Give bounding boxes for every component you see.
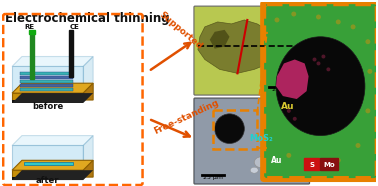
Polygon shape — [12, 136, 93, 145]
Text: 200 μm: 200 μm — [272, 87, 296, 92]
Text: Au: Au — [281, 102, 294, 111]
Text: Free-standing: Free-standing — [152, 98, 220, 136]
Polygon shape — [24, 162, 73, 165]
Polygon shape — [12, 57, 93, 66]
Ellipse shape — [215, 114, 244, 144]
FancyBboxPatch shape — [195, 99, 308, 183]
Polygon shape — [12, 66, 83, 93]
Ellipse shape — [274, 17, 279, 23]
Polygon shape — [83, 160, 93, 177]
Ellipse shape — [313, 57, 316, 61]
Text: Mo: Mo — [324, 162, 335, 168]
Polygon shape — [20, 80, 73, 83]
Polygon shape — [198, 20, 284, 73]
Ellipse shape — [366, 108, 370, 113]
Ellipse shape — [316, 61, 321, 65]
Polygon shape — [20, 76, 73, 79]
Polygon shape — [12, 170, 93, 180]
Ellipse shape — [287, 109, 291, 113]
Polygon shape — [20, 72, 73, 75]
Ellipse shape — [316, 15, 321, 20]
Ellipse shape — [293, 117, 297, 121]
Polygon shape — [12, 100, 83, 103]
FancyBboxPatch shape — [194, 6, 310, 95]
Text: 25 μm: 25 μm — [203, 175, 223, 180]
Text: Supported: Supported — [157, 10, 204, 52]
Polygon shape — [12, 177, 83, 180]
Ellipse shape — [366, 39, 370, 44]
Text: Electrochemical thinning: Electrochemical thinning — [5, 12, 170, 25]
FancyBboxPatch shape — [194, 98, 310, 184]
Text: S: S — [309, 162, 314, 168]
Bar — [304, 158, 319, 170]
Text: CE: CE — [70, 24, 79, 30]
Ellipse shape — [291, 12, 296, 17]
Ellipse shape — [287, 153, 291, 158]
Ellipse shape — [311, 163, 316, 168]
Polygon shape — [210, 30, 229, 49]
Ellipse shape — [356, 143, 361, 148]
Polygon shape — [12, 93, 93, 103]
Polygon shape — [12, 93, 83, 100]
Ellipse shape — [367, 69, 372, 74]
Text: after: after — [36, 176, 59, 185]
Ellipse shape — [336, 20, 341, 24]
FancyBboxPatch shape — [260, 0, 378, 182]
Ellipse shape — [351, 24, 356, 29]
Polygon shape — [276, 60, 308, 99]
Polygon shape — [83, 57, 93, 93]
Polygon shape — [20, 88, 73, 91]
Bar — [29, 30, 35, 34]
Ellipse shape — [326, 67, 330, 71]
Polygon shape — [12, 145, 83, 170]
Ellipse shape — [321, 54, 325, 59]
Polygon shape — [20, 84, 73, 87]
Ellipse shape — [254, 157, 268, 168]
Ellipse shape — [336, 158, 341, 163]
Text: before: before — [32, 102, 63, 111]
Polygon shape — [12, 160, 93, 170]
Ellipse shape — [250, 167, 258, 173]
Text: MoS₂: MoS₂ — [249, 134, 273, 142]
Bar — [321, 158, 338, 170]
Bar — [30, 32, 34, 79]
Text: RE: RE — [24, 24, 34, 30]
Ellipse shape — [276, 37, 365, 136]
Polygon shape — [83, 136, 93, 170]
Bar — [70, 30, 73, 77]
Polygon shape — [12, 170, 83, 177]
Polygon shape — [83, 83, 93, 100]
Text: Au: Au — [271, 156, 282, 165]
FancyBboxPatch shape — [264, 4, 377, 178]
Polygon shape — [12, 83, 93, 93]
